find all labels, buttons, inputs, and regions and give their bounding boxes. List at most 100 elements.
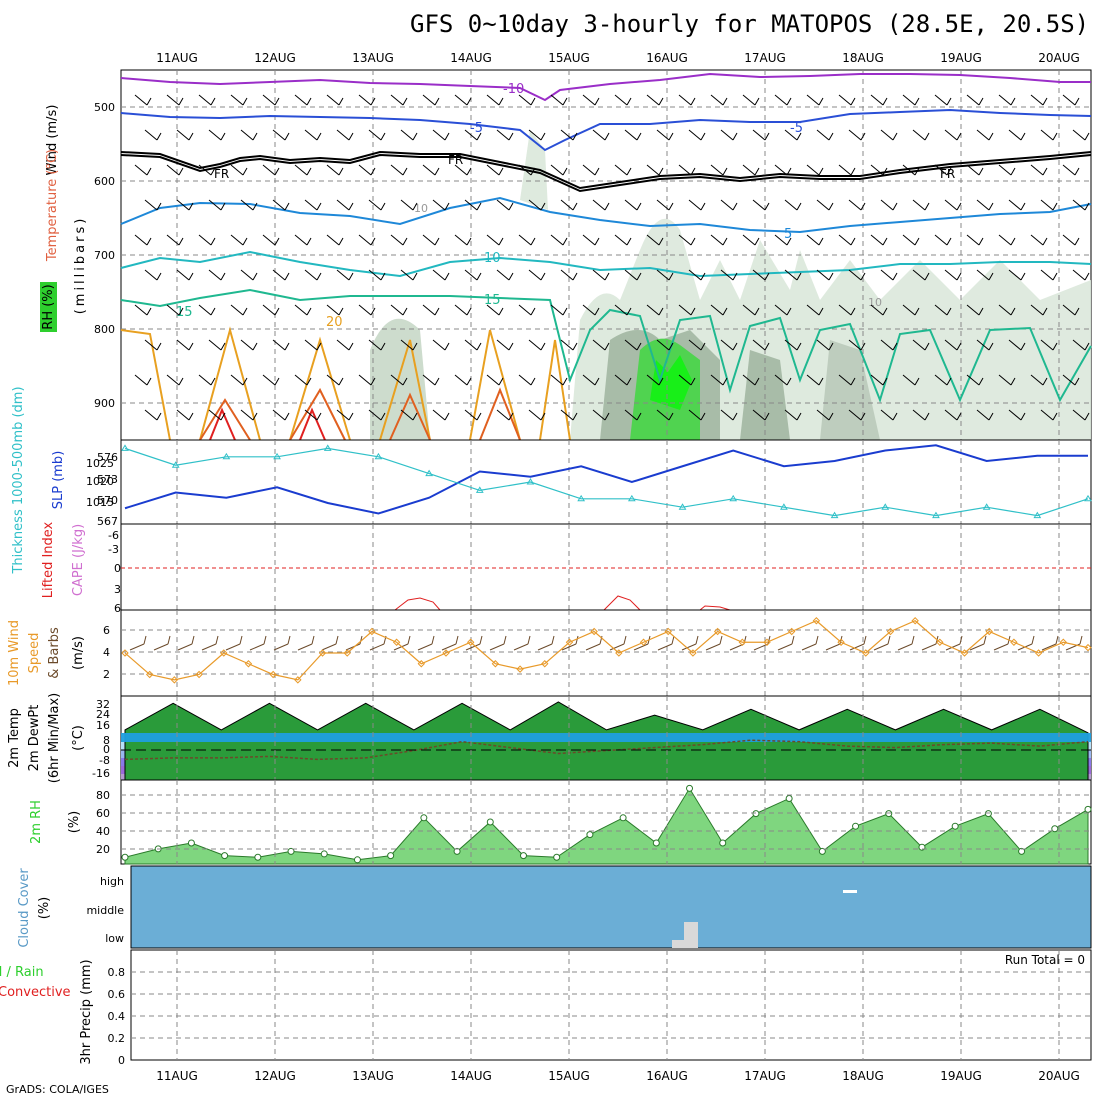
wind-speed-marker <box>689 649 697 657</box>
wind-speed-marker <box>392 638 401 646</box>
upper-wind-barb <box>240 409 258 421</box>
upper-wind-barb <box>294 304 312 316</box>
upper-wind-barb <box>614 234 632 246</box>
wind-tick-6: 6 <box>103 624 110 637</box>
precip-tick-0-6: 0.6 <box>108 988 126 1001</box>
thickness-marker <box>222 452 231 460</box>
wind-speed-marker <box>738 638 747 646</box>
surface-wind-barb <box>225 635 243 651</box>
wind-speed-markers <box>121 617 1092 684</box>
upper-wind-barb <box>368 339 386 351</box>
bottom-tick-9: 20AUG <box>1038 1069 1080 1083</box>
rh-marker <box>619 814 627 822</box>
upper-wind-barb <box>272 269 290 281</box>
upper-wind-barb <box>582 234 600 246</box>
surface-wind-barb <box>609 635 627 651</box>
wind-speed-marker <box>244 660 253 668</box>
upper-wind-barb <box>710 234 728 246</box>
upper-ytick-500: 500 <box>94 101 115 114</box>
precip-panel: Run Total = 0 0.8 0.6 0.4 0.2 0 Total / … <box>0 949 1092 1067</box>
upper-ylabel-rh: RH (%) <box>41 284 56 329</box>
wind-speed-marker <box>516 665 524 673</box>
upper-wind-barb <box>1008 199 1026 211</box>
bottom-tick-6: 17AUG <box>744 1069 786 1083</box>
temp-tick-8: 8 <box>103 734 110 747</box>
wind-speed-marker <box>220 649 228 657</box>
cloud-tick-low: low <box>105 932 124 945</box>
upper-wind-barb <box>422 374 440 386</box>
li-segment-1 <box>394 597 441 611</box>
upper-wind-barb <box>422 164 440 176</box>
cape-panel-frame <box>120 523 1092 611</box>
cloud-ylabel-2: (%) <box>37 897 52 920</box>
upper-wind-barb <box>358 164 376 176</box>
upper-wind-barb <box>208 199 226 211</box>
surface-wind-barb <box>537 635 555 651</box>
upper-wind-barb <box>1030 304 1048 316</box>
precip-ylabel-1: Total / Rain <box>0 965 44 980</box>
upper-wind-barb <box>976 199 994 211</box>
rh-marker <box>1051 825 1059 833</box>
upper-wind-barb <box>784 409 802 421</box>
cape-tick-m6: -6 <box>108 529 119 542</box>
upper-wind-barb <box>912 199 930 211</box>
upper-wind-barb <box>774 94 792 106</box>
upper-wind-barb <box>848 409 866 421</box>
upper-wind-barb <box>304 199 322 211</box>
wind-speed-marker <box>121 649 129 657</box>
thk-tick-567: 567 <box>97 515 118 528</box>
upper-wind-barb <box>902 94 920 106</box>
upper-wind-barb <box>646 304 664 316</box>
surface-wind-barb <box>177 635 195 651</box>
thickness-marker <box>171 461 180 468</box>
upper-wind-barb <box>368 199 386 211</box>
upper-wind-barb <box>614 94 632 106</box>
cape-tick-m3: -3 <box>108 543 119 556</box>
cloud-ylabel-1: Cloud Cover <box>17 868 32 948</box>
upper-wind-barb <box>454 164 472 176</box>
li-segment-2 <box>603 595 641 611</box>
upper-wind-barb <box>336 129 354 141</box>
upper-wind-barb <box>1062 164 1080 176</box>
upper-wind-barb <box>272 199 290 211</box>
upper-wind-barb <box>336 409 354 421</box>
upper-wind-barb <box>880 269 898 281</box>
upper-wind-barb <box>678 304 696 316</box>
upper-wind-barb <box>240 339 258 351</box>
upper-wind-barb <box>848 129 866 141</box>
upper-wind-barb <box>976 339 994 351</box>
upper-wind-barb <box>1030 164 1048 176</box>
contour-freeze <box>120 150 1092 190</box>
thk-tick-570: 570 <box>97 494 118 507</box>
upper-wind-barb <box>208 339 226 351</box>
upper-wind-barb <box>998 374 1016 386</box>
wind-speed-marker <box>1084 643 1092 652</box>
precip-panel-frame <box>130 949 1092 1061</box>
upper-wind-barb <box>400 409 418 421</box>
upper-wind-barb <box>806 164 824 176</box>
thickness-marker <box>627 494 636 502</box>
surface-wind-barb <box>297 635 315 651</box>
wind-speed-marker <box>491 660 500 668</box>
upper-wind-barb <box>198 304 216 316</box>
upper-wind-barb <box>358 234 376 246</box>
upper-wind-barb <box>1040 339 1058 351</box>
upper-wind-barb <box>432 409 450 421</box>
upper-wind-barb <box>336 199 354 211</box>
rh-marker <box>984 810 992 818</box>
wind-speed-marker <box>911 617 919 625</box>
upper-wind-barb <box>806 234 824 246</box>
surface-wind-barb <box>393 635 411 651</box>
wind-speed-marker <box>639 638 648 646</box>
upper-wind-barb <box>934 374 952 386</box>
bottom-x-axis: 11AUG 12AUG 13AUG 14AUG 15AUG 16AUG 17AU… <box>156 1069 1080 1083</box>
cloud-tick-middle: middle <box>86 904 124 917</box>
upper-wind-barb <box>400 269 418 281</box>
upper-wind-barb <box>976 409 994 421</box>
slp-ylabel-slp: SLP (mb) <box>51 451 66 510</box>
upper-wind-barb <box>486 94 504 106</box>
upper-wind-barb <box>752 409 770 421</box>
upper-wind-barb <box>624 129 642 141</box>
upper-wind-barb <box>966 374 984 386</box>
